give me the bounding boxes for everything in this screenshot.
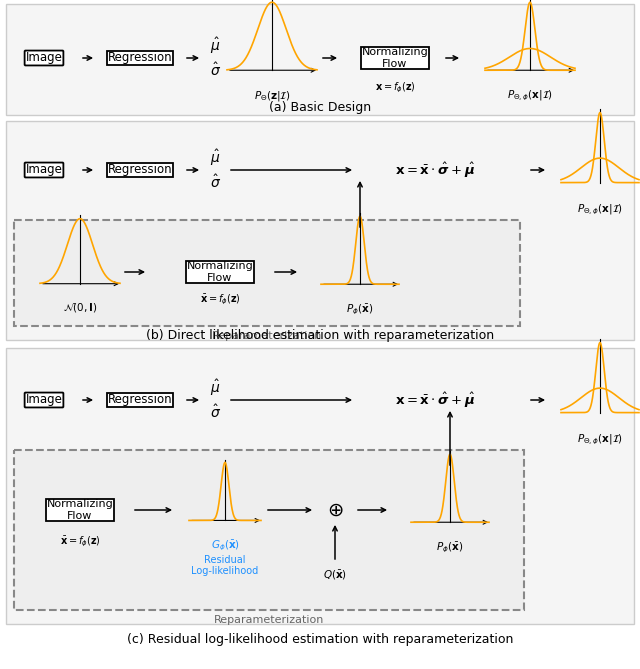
Text: $\hat{\sigma}$: $\hat{\sigma}$ xyxy=(210,403,221,421)
Text: Reparameterization: Reparameterization xyxy=(212,331,322,341)
Text: (b) Direct likelihood estimation with reparameterization: (b) Direct likelihood estimation with re… xyxy=(146,328,494,341)
Text: $\mathbf{x} = \bar{\mathbf{x}}\cdot\hat{\boldsymbol{\sigma}}+\hat{\boldsymbol{\m: $\mathbf{x} = \bar{\mathbf{x}}\cdot\hat{… xyxy=(395,161,475,179)
Bar xyxy=(6,4,634,115)
Text: $\mathcal{N}(0, \mathbf{I})$: $\mathcal{N}(0, \mathbf{I})$ xyxy=(63,302,97,314)
Text: $P_{\Theta,\phi}(\mathbf{x}|\mathcal{I})$: $P_{\Theta,\phi}(\mathbf{x}|\mathcal{I})… xyxy=(577,433,623,447)
Text: $\oplus$: $\oplus$ xyxy=(327,500,343,520)
Text: $P_{\phi}(\bar{\mathbf{x}})$: $P_{\phi}(\bar{\mathbf{x}})$ xyxy=(346,303,374,317)
Text: $\hat{\mu}$: $\hat{\mu}$ xyxy=(210,378,220,398)
Text: Normalizing
Flow: Normalizing Flow xyxy=(362,47,428,69)
Bar xyxy=(6,121,634,340)
Text: Image: Image xyxy=(26,393,63,407)
Text: Regression: Regression xyxy=(108,52,172,64)
Text: $\mathbf{x} = \bar{\mathbf{x}}\cdot\hat{\boldsymbol{\sigma}}+\hat{\boldsymbol{\m: $\mathbf{x} = \bar{\mathbf{x}}\cdot\hat{… xyxy=(395,391,475,409)
Text: $\bar{\mathbf{x}}=f_\phi(\mathbf{z})$: $\bar{\mathbf{x}}=f_\phi(\mathbf{z})$ xyxy=(60,535,100,549)
Text: Regression: Regression xyxy=(108,163,172,177)
Text: $P_{\Theta,\phi}(\mathbf{x}|\mathcal{I})$: $P_{\Theta,\phi}(\mathbf{x}|\mathcal{I})… xyxy=(577,203,623,217)
Text: Normalizing
Flow: Normalizing Flow xyxy=(47,499,113,520)
Text: (c) Residual log-likelihood estimation with reparameterization: (c) Residual log-likelihood estimation w… xyxy=(127,634,513,646)
Bar xyxy=(14,450,524,610)
Text: Regression: Regression xyxy=(108,393,172,407)
Bar xyxy=(6,348,634,624)
Text: $Q(\bar{\mathbf{x}})$: $Q(\bar{\mathbf{x}})$ xyxy=(323,569,347,581)
Text: Image: Image xyxy=(26,52,63,64)
Text: $P_{\Theta,\phi}(\mathbf{x}|\mathcal{I})$: $P_{\Theta,\phi}(\mathbf{x}|\mathcal{I})… xyxy=(507,89,553,103)
Text: $\hat{\sigma}$: $\hat{\sigma}$ xyxy=(210,173,221,191)
Text: $\bar{\mathbf{x}}=f_\phi(\mathbf{z})$: $\bar{\mathbf{x}}=f_\phi(\mathbf{z})$ xyxy=(200,293,241,307)
Text: Normalizing
Flow: Normalizing Flow xyxy=(187,261,253,283)
Text: $\mathbf{x}=f_\phi(\mathbf{z})$: $\mathbf{x}=f_\phi(\mathbf{z})$ xyxy=(374,81,415,95)
Text: Residual: Residual xyxy=(204,555,246,565)
Text: (a) Basic Design: (a) Basic Design xyxy=(269,100,371,114)
Text: Reparameterization: Reparameterization xyxy=(214,615,324,625)
Text: Log-likelihood: Log-likelihood xyxy=(191,566,259,576)
Text: $P_{\Theta}(\mathbf{z}|\mathcal{I})$: $P_{\Theta}(\mathbf{z}|\mathcal{I})$ xyxy=(253,89,291,103)
Text: $\hat{\mu}$: $\hat{\mu}$ xyxy=(210,148,220,168)
Text: $\hat{\mu}$: $\hat{\mu}$ xyxy=(210,36,220,56)
Text: $\hat{\sigma}$: $\hat{\sigma}$ xyxy=(210,62,221,79)
Text: $P_{\phi}(\bar{\mathbf{x}})$: $P_{\phi}(\bar{\mathbf{x}})$ xyxy=(436,541,463,555)
Text: Image: Image xyxy=(26,163,63,177)
Text: $G_\phi(\bar{\mathbf{x}})$: $G_\phi(\bar{\mathbf{x}})$ xyxy=(211,539,239,553)
Bar xyxy=(14,220,520,326)
